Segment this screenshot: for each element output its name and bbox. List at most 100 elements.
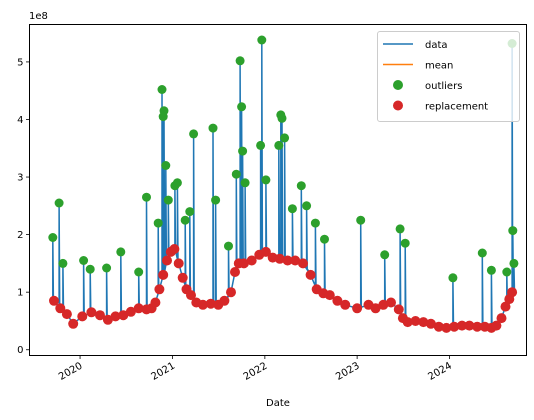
outlier-point bbox=[237, 102, 247, 112]
outlier-point bbox=[58, 258, 68, 268]
replacement-point bbox=[449, 321, 460, 332]
replacement-point bbox=[352, 303, 363, 314]
x-tick-label: 2021 bbox=[150, 361, 178, 383]
replacement-point bbox=[77, 311, 88, 322]
replacement-point bbox=[169, 244, 180, 254]
outlier-point bbox=[256, 140, 266, 150]
replacement-point bbox=[150, 297, 161, 308]
replacement-point bbox=[226, 287, 236, 298]
replacement-point bbox=[457, 320, 467, 331]
outlier-point bbox=[224, 241, 233, 251]
replacement-point bbox=[186, 290, 196, 301]
replacement-point bbox=[393, 304, 404, 315]
replacement-point bbox=[402, 317, 413, 328]
legend-replacement-swatch bbox=[393, 100, 403, 111]
replacement-point bbox=[154, 284, 165, 295]
legend-outliers-swatch bbox=[393, 80, 403, 90]
outlier-point bbox=[238, 146, 248, 156]
outlier-point bbox=[85, 264, 95, 274]
outlier-point bbox=[356, 215, 366, 225]
y-scale-factor: 1e8 bbox=[29, 11, 48, 22]
replacement-point bbox=[133, 303, 144, 314]
axes-border bbox=[29, 24, 527, 356]
replacement-point bbox=[464, 320, 475, 331]
replacement-point bbox=[472, 321, 483, 332]
y-tick-label: 5 bbox=[17, 57, 23, 68]
outlier-point bbox=[509, 258, 519, 268]
outlier-point bbox=[163, 195, 173, 205]
outlier-point bbox=[277, 113, 287, 123]
replacement-point bbox=[260, 246, 271, 257]
outlier-point bbox=[240, 178, 250, 188]
outlier-point bbox=[380, 250, 390, 260]
outlier-point bbox=[287, 204, 297, 214]
outlier-point bbox=[157, 85, 167, 94]
replacement-point bbox=[158, 269, 169, 280]
replacement-point bbox=[68, 318, 79, 329]
outlier-point bbox=[48, 233, 58, 242]
legend-outliers-label: outliers bbox=[425, 81, 462, 92]
outlier-point bbox=[302, 201, 312, 211]
replacement-point bbox=[500, 301, 511, 312]
replacement-point bbox=[290, 255, 301, 266]
replacement-point bbox=[340, 299, 351, 310]
replacement-point bbox=[238, 258, 249, 269]
outlier-point bbox=[261, 175, 271, 185]
outlier-point bbox=[448, 273, 458, 283]
replacement-point bbox=[246, 255, 257, 266]
data-line bbox=[52, 39, 516, 330]
outlier-point bbox=[159, 106, 169, 116]
replacement-point bbox=[491, 320, 502, 331]
legend-replacement-label: replacement bbox=[425, 102, 488, 113]
legend: data mean outliers replacement bbox=[377, 31, 520, 122]
outlier-point bbox=[502, 267, 512, 277]
replacement-point bbox=[298, 258, 308, 269]
outlier-point bbox=[153, 218, 163, 228]
outlier-point bbox=[400, 238, 410, 248]
outlier-point bbox=[79, 256, 89, 265]
outlier-point bbox=[54, 198, 64, 208]
x-tick-label: 2022 bbox=[242, 361, 270, 383]
outlier-point bbox=[116, 247, 126, 257]
outlier-point bbox=[142, 192, 151, 202]
legend-mean-label: mean bbox=[425, 61, 453, 72]
replacement-point bbox=[418, 317, 429, 328]
outlier-point bbox=[296, 181, 306, 191]
x-tick-label: 2023 bbox=[334, 361, 362, 383]
outlier-point bbox=[310, 218, 320, 228]
replacement-point bbox=[274, 253, 285, 264]
replacement-point bbox=[441, 322, 452, 333]
x-axis: 2020 2021 2022 2023 2024 bbox=[57, 355, 454, 383]
outlier-point bbox=[235, 56, 245, 66]
replacement-point bbox=[378, 299, 389, 310]
y-tick-label: 0 bbox=[17, 345, 23, 356]
replacement-point bbox=[86, 307, 97, 318]
outlier-point bbox=[508, 226, 518, 236]
replacement-point bbox=[219, 295, 230, 306]
outlier-point bbox=[102, 263, 112, 273]
y-axis: 0 1 2 3 4 5 bbox=[17, 57, 30, 356]
outlier-point bbox=[320, 234, 329, 244]
replacement-point bbox=[324, 290, 335, 301]
replacement-point bbox=[425, 318, 436, 329]
outlier-point bbox=[134, 267, 144, 277]
outlier-point bbox=[231, 169, 241, 179]
plot-area bbox=[48, 35, 519, 333]
legend-box bbox=[377, 31, 520, 122]
y-tick-label: 3 bbox=[17, 173, 23, 184]
legend-data-label: data bbox=[425, 40, 448, 51]
outlier-point bbox=[180, 215, 190, 225]
outlier-point bbox=[172, 178, 182, 188]
outlier-point bbox=[280, 133, 290, 143]
replacement-point bbox=[496, 313, 507, 324]
replacement-point bbox=[305, 269, 316, 280]
replacement-point bbox=[55, 303, 66, 314]
replacement-point bbox=[332, 295, 343, 306]
outlier-point bbox=[486, 265, 496, 275]
y-tick-label: 4 bbox=[17, 115, 23, 126]
outlier-point bbox=[161, 161, 171, 170]
replacement-point bbox=[110, 311, 121, 322]
outlier-point bbox=[208, 123, 218, 133]
replacement-point bbox=[177, 272, 188, 283]
axes-frame bbox=[29, 24, 527, 356]
